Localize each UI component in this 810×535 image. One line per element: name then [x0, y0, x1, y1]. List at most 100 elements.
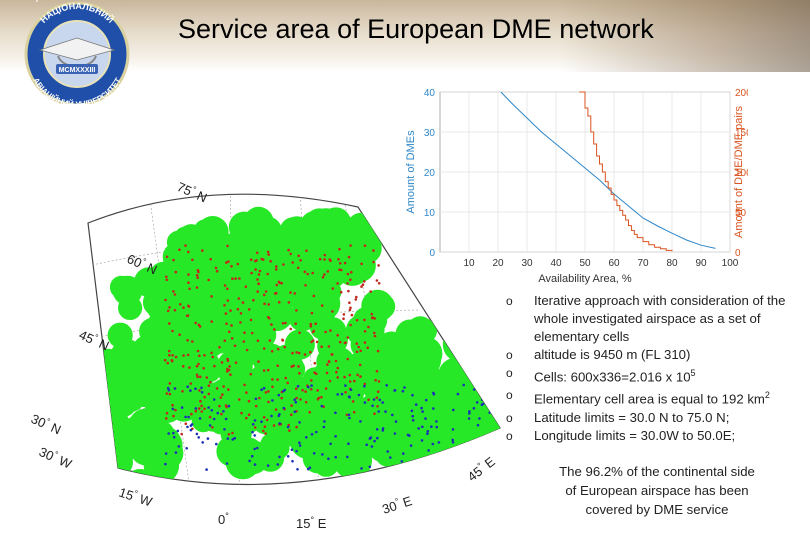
dme-station-marker [355, 318, 359, 322]
dme-station-marker [468, 410, 471, 413]
dme-station-marker [376, 405, 379, 408]
coverage-disc [369, 293, 396, 320]
dme-station-marker [326, 270, 330, 273]
dme-station-marker [376, 436, 379, 440]
dme-station-marker [245, 416, 248, 420]
coverage-disc [89, 413, 115, 439]
dme-station-marker [373, 331, 376, 335]
dme-station-marker [306, 467, 310, 471]
dme-station-marker [376, 390, 380, 393]
dme-station-marker [352, 410, 356, 414]
dme-station-marker [363, 341, 367, 344]
dme-station-marker [320, 345, 323, 348]
dme-station-marker [211, 355, 214, 359]
dme-station-marker [267, 317, 271, 320]
dme-station-marker [324, 330, 327, 334]
dme-station-marker [275, 291, 278, 295]
coverage-disc [334, 451, 361, 478]
dme-station-marker [237, 398, 241, 401]
dme-station-marker [187, 273, 190, 276]
coverage-disc [444, 377, 472, 405]
dme-station-marker [389, 456, 392, 459]
dme-station-marker [243, 383, 246, 387]
dme-station-marker [202, 367, 205, 370]
logo-year: MCMXXXIII [59, 67, 96, 74]
dme-station-marker [372, 260, 375, 264]
x-tick-label: 90 [695, 258, 707, 269]
dme-station-marker [283, 345, 287, 349]
dme-station-marker [207, 392, 211, 396]
dme-station-marker [267, 390, 270, 393]
coverage-disc [145, 397, 170, 422]
x-tick-label: 100 [722, 258, 739, 269]
dme-station-marker [209, 257, 212, 261]
dme-station-marker [222, 410, 225, 413]
coverage-disc [354, 211, 380, 236]
dme-station-marker [411, 393, 414, 397]
dme-station-marker [230, 324, 233, 327]
dme-station-marker [249, 372, 253, 376]
dme-station-marker [194, 409, 198, 413]
dme-station-marker [411, 419, 415, 422]
coverage-disc [239, 267, 272, 299]
dme-station-marker [393, 432, 397, 435]
x-axis-label: Availability Area, % [538, 273, 632, 285]
dme-station-marker [304, 400, 308, 404]
dme-station-marker [334, 411, 337, 415]
coverage-disc [118, 295, 143, 320]
dme-station-marker [254, 259, 257, 263]
dme-station-marker [297, 351, 301, 355]
dme-station-marker [196, 349, 200, 353]
dme-station-marker [358, 363, 362, 367]
dme-station-marker [363, 318, 366, 322]
dme-station-marker [282, 406, 286, 410]
dme-station-marker [247, 413, 251, 416]
dme-station-marker [311, 330, 315, 334]
dme-station-marker [191, 258, 194, 262]
dme-station-marker [198, 354, 201, 358]
dme-station-marker [166, 386, 170, 390]
dme-station-marker [251, 423, 255, 426]
graticule-line [149, 199, 191, 485]
dme-station-marker [289, 327, 293, 331]
coverage-disc [88, 450, 118, 485]
x-tick-label: 80 [666, 258, 678, 269]
dme-station-marker [342, 313, 346, 316]
bullet-marker-icon: o [506, 428, 513, 443]
coverage-disc [175, 275, 198, 298]
dme-station-marker [269, 259, 273, 263]
dme-station-marker [280, 281, 284, 285]
dme-station-marker [312, 452, 316, 455]
dme-station-marker [230, 265, 233, 268]
dme-station-marker [303, 270, 307, 274]
dme-station-marker [276, 347, 280, 351]
dme-station-marker [294, 322, 298, 325]
dme-station-marker [310, 311, 314, 315]
dme-station-marker [345, 413, 349, 417]
dme-station-marker [270, 323, 273, 326]
coverage-disc [319, 370, 356, 407]
dme-station-marker [295, 449, 298, 453]
left-y-tick-labels: 0 10 20 30 40 [424, 88, 436, 259]
dme-station-marker [420, 406, 423, 410]
dme-station-marker [249, 258, 253, 261]
dme-station-marker [180, 432, 183, 436]
dme-station-marker [368, 437, 372, 440]
dme-station-marker [182, 354, 185, 357]
lon-label-15w: 15° W [117, 484, 155, 510]
dme-station-marker [165, 255, 169, 259]
dme-station-marker [334, 435, 337, 438]
dme-station-marker [272, 424, 276, 427]
dme-station-marker [291, 351, 294, 355]
dme-station-marker [178, 333, 181, 336]
coverage-disc [187, 295, 220, 328]
dme-station-marker [343, 261, 347, 265]
dme-station-marker [209, 380, 212, 384]
dme-station-marker [282, 263, 285, 266]
dme-station-marker [171, 407, 175, 411]
dme-station-marker [195, 364, 199, 368]
dme-station-marker [203, 407, 206, 410]
dme-station-marker [198, 389, 201, 392]
dme-station-marker [325, 371, 329, 375]
bullet-item: o altitude is 9450 m (FL 310) [506, 347, 691, 362]
